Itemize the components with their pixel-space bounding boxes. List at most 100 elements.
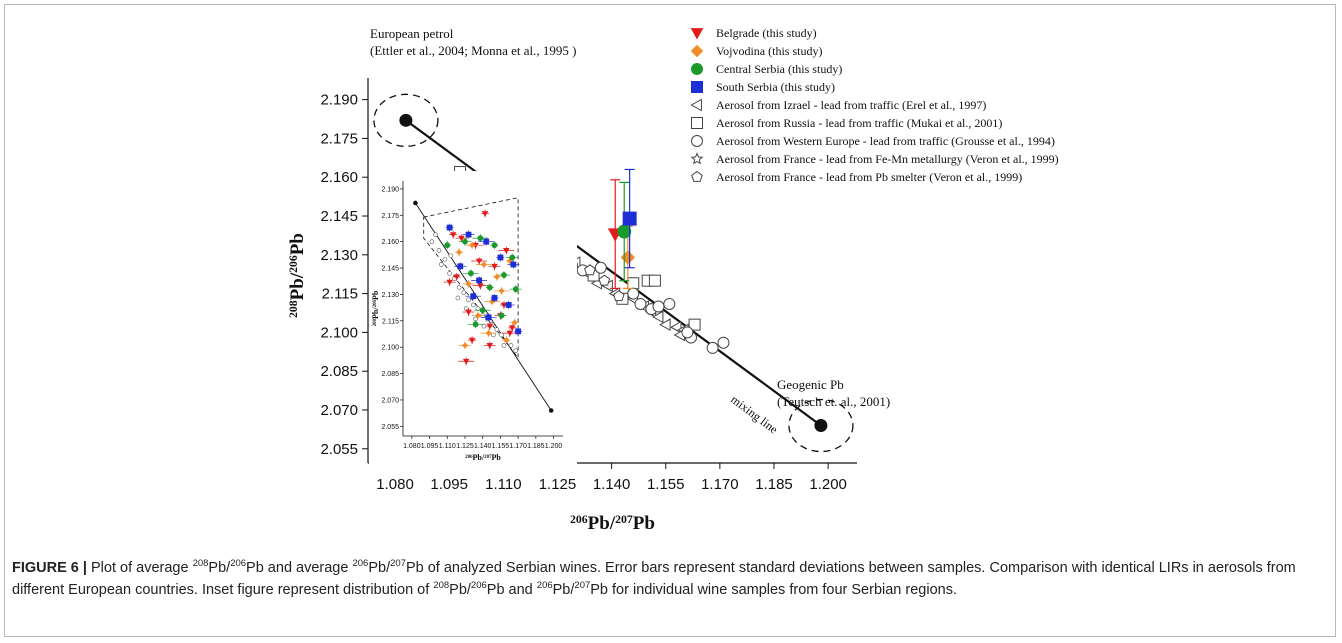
x-tick-label: 1.110	[485, 476, 521, 493]
inset-envelope	[423, 197, 519, 359]
lead-isotope-chart: 1.080 1.095 1.110 1.125 1.140 1.155 1.170 1.185…	[287, 26, 1059, 534]
caption-sup: 206	[470, 580, 487, 592]
inset-reference-point	[456, 285, 462, 290]
endmember-circle	[373, 93, 439, 147]
reference-point-circle-open	[634, 297, 647, 310]
inset-sample-belgrade	[481, 211, 489, 217]
figure-frame	[4, 4, 1336, 637]
inset-reference-point	[439, 262, 444, 267]
caption-sup: 208	[433, 580, 450, 592]
axis-label-superscript: 208	[287, 300, 300, 318]
caption-text: Pb of analyzed Serbian wines. Error bars…	[12, 560, 1296, 598]
y-tick-label: 2.115	[322, 286, 358, 303]
inset-sample-belgrade	[449, 232, 457, 239]
inset-reference-point	[433, 232, 438, 237]
endmember-citation: (Ettler et al., 2004; Monna et al., 1995…	[370, 43, 577, 58]
inset-x-tick-label: 1.140	[474, 443, 492, 450]
inset-y-tick-label: 2.190	[381, 186, 399, 193]
inset-reference-point	[436, 248, 442, 253]
legend-label: Aerosol from France - lead from Fe-Mn me…	[716, 152, 1059, 166]
inset-sample-belgrade	[462, 358, 470, 365]
axis-label-superscript: 206	[373, 299, 378, 307]
inset-sample-vojvodina	[503, 337, 510, 344]
legend-marker-diamond	[690, 44, 704, 58]
inset-sample-central	[462, 238, 468, 245]
reference-point-pentagon-open	[584, 264, 596, 276]
inset-x-axis-label: 206Pb/207Pb	[465, 453, 501, 462]
y-tick-label: 2.190	[320, 92, 358, 109]
inset-sample-south	[497, 254, 504, 261]
inset-sample-belgrade	[465, 309, 472, 316]
inset-reference-point	[429, 239, 435, 244]
reference-point-circle-open	[594, 261, 607, 274]
inset-x-tick-label: 1.110	[439, 443, 456, 450]
inset-sample-south	[483, 238, 490, 245]
inset-reference-point	[499, 332, 504, 338]
caption-text: Pb/	[368, 560, 391, 576]
inset-sample-central	[509, 254, 516, 261]
caption-text: Plot of average	[86, 560, 193, 576]
inset-reference-point	[491, 332, 496, 338]
y-tick-label: 2.130	[320, 247, 358, 264]
inset-y-tick-label: 2.130	[381, 292, 399, 299]
inset-reference-point	[475, 306, 481, 311]
x-tick-label: 1.155	[647, 476, 685, 493]
reference-point-triangle-left	[659, 318, 671, 331]
legend-label: Central Serbia (this study)	[716, 62, 842, 76]
legend-marker-circle-open	[691, 135, 703, 147]
caption-sup: 208	[192, 558, 209, 570]
caption-text: Pb/	[208, 560, 231, 576]
reference-point-square-open	[648, 274, 661, 287]
y-tick-label: 2.085	[320, 363, 358, 380]
inset-x-tick-label: 1.155	[492, 443, 510, 450]
y-axis-label: 208Pb/206Pb	[287, 233, 309, 318]
legend-label: Vojvodina (this study)	[716, 44, 822, 58]
x-tick-label: 1.200	[809, 476, 847, 493]
axis-label-text: Pb	[371, 290, 380, 300]
reference-point-circle-open	[681, 326, 694, 339]
legend-label: Belgrade (this study)	[716, 26, 817, 40]
inset-endmember-point	[413, 200, 418, 206]
inset-sample-south	[470, 293, 477, 300]
caption-text: Pb and	[486, 582, 537, 598]
legend-marker-pentagon-open	[691, 170, 703, 182]
inset-reference-point	[442, 256, 448, 262]
x-tick-label: 1.140	[593, 476, 631, 493]
axis-label-superscript: 208	[373, 318, 378, 326]
axis-label-text: Pb	[492, 453, 502, 462]
inset-reference-point	[447, 271, 452, 276]
inset-chart: 1.080 1.095 1.110 1.125 1.140 1.155 1.170 1.185…	[369, 171, 577, 472]
inset-sample-belgrade	[506, 330, 514, 337]
inset-sample-vojvodina	[480, 261, 487, 268]
reference-point-circle-open	[663, 297, 676, 310]
axis-label-superscript: 207	[484, 455, 492, 460]
x-tick-label: 1.080	[376, 476, 414, 493]
inset-sample-belgrade	[477, 283, 484, 290]
caption-text: Pb for individual wine samples from four…	[590, 582, 957, 598]
inset-sample-south	[510, 261, 517, 268]
inset-sample-vojvodina	[461, 342, 469, 349]
legend-label: Aerosol from France - lead from Pb smelt…	[716, 170, 1022, 184]
inset-sample-south	[485, 314, 492, 321]
inset-sample-vojvodina	[493, 273, 500, 280]
legend-marker-star-open	[690, 152, 704, 165]
inset-sample-central	[501, 272, 507, 278]
inset-sample-belgrade	[458, 235, 465, 242]
serbia-point-circle-filled	[617, 224, 632, 239]
inset-sample-central	[444, 242, 451, 249]
caption-sup: 206	[536, 580, 553, 592]
inset-x-tick-label: 1.095	[421, 443, 439, 450]
inset-sample-central	[486, 284, 493, 291]
inset-reference-point	[470, 302, 476, 308]
inset-y-tick-label: 2.145	[381, 266, 399, 273]
y-tick-label: 2.145	[320, 208, 358, 225]
legend-marker-triangle-down	[690, 28, 704, 40]
inset-y-tick-label: 2.160	[381, 239, 399, 246]
endmember-label: Geogenic Pb	[777, 377, 844, 392]
inset-reference-point	[481, 323, 487, 329]
reference-point-square-open	[627, 277, 640, 290]
inset-x-tick-label: 1.080	[403, 443, 421, 450]
reference-point-triangle-left	[670, 320, 682, 334]
y-tick-label: 2.100	[320, 324, 358, 341]
inset-sample-vojvodina	[474, 312, 482, 319]
